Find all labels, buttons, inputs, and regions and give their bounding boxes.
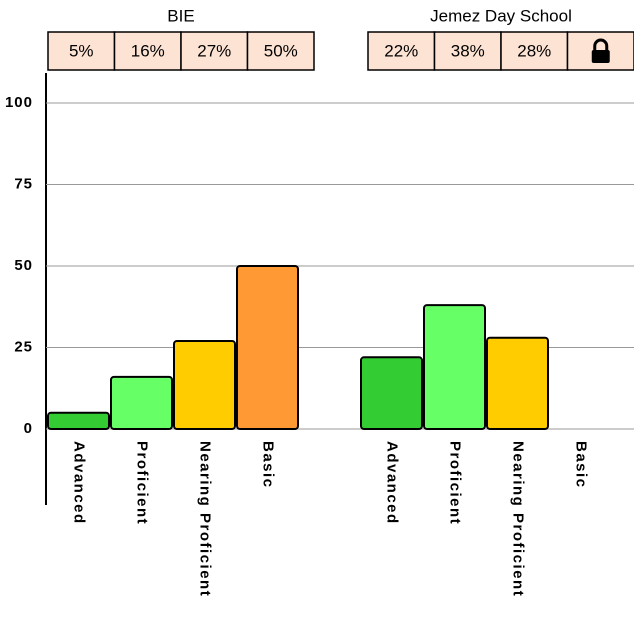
x-tick-label: Nearing Proficient [197,441,214,597]
lock-body [591,50,610,63]
bar [236,265,299,430]
table-cell [433,31,502,71]
x-tick-label: Basic [573,441,590,489]
y-tick-label: 50 [14,257,33,274]
bar [110,375,173,430]
x-tick-label: Proficient [134,441,151,525]
x-tick-label: Advanced [384,441,401,525]
value-label: 50% [264,41,298,60]
group-label: Jemez Day School [430,6,572,25]
bar [423,304,486,430]
value-label: 27% [197,41,231,60]
table-cell [47,31,116,71]
x-tick-label: Advanced [71,441,88,525]
y-tick-label: 75 [14,175,33,192]
bar [173,339,236,431]
lock-shackle [593,38,609,51]
group-label: BIE [167,6,194,25]
lock-icon [591,38,610,63]
value-label: 5% [69,41,94,60]
value-label: 38% [451,41,485,60]
bar [360,356,423,430]
bar [47,411,110,431]
x-tick-label: Proficient [447,441,464,525]
table-cell [500,31,569,71]
bar [486,336,549,430]
x-tick-label: Basic [260,441,277,489]
value-label: 28% [517,41,551,60]
table-cell [367,31,436,71]
y-tick-label: 25 [14,338,33,355]
value-label: 16% [131,41,165,60]
y-tick-label: 100 [5,94,33,111]
y-tick-label: 0 [24,420,33,437]
table-cell [246,31,315,71]
x-tick-label: Nearing Proficient [510,441,527,597]
value-label: 22% [384,41,418,60]
